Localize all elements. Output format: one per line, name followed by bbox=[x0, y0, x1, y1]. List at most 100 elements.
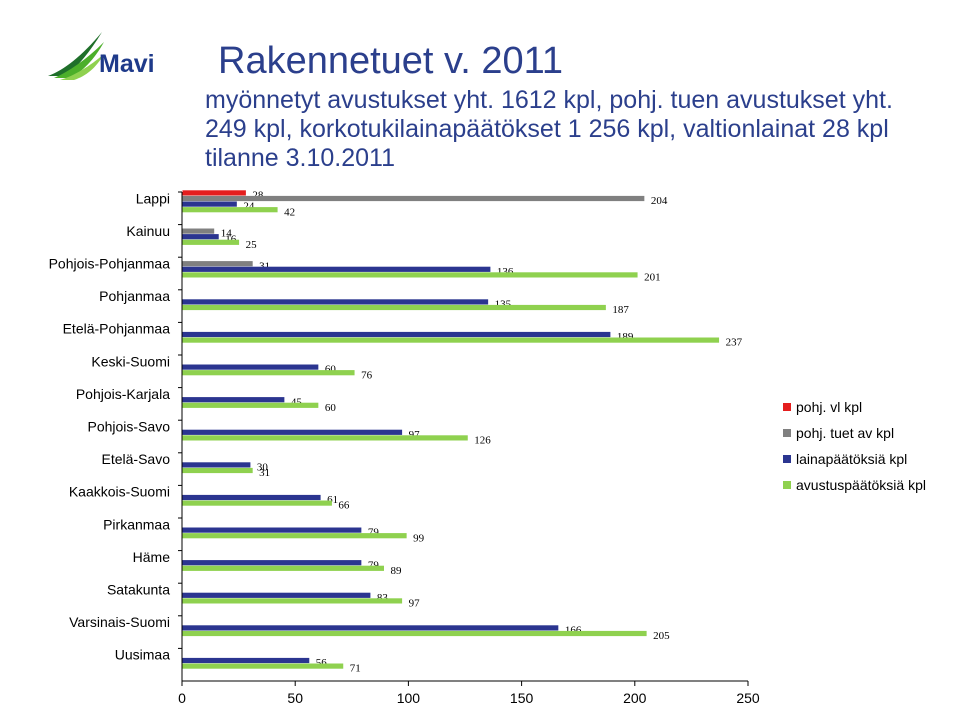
x-tick-label: 0 bbox=[178, 690, 186, 706]
bar-3 bbox=[182, 462, 251, 468]
data-label: 14 bbox=[221, 228, 233, 240]
category-label: Keski-Suomi bbox=[91, 353, 170, 369]
bar-2 bbox=[182, 195, 645, 202]
bar-3 bbox=[182, 560, 362, 566]
category-label: Satakunta bbox=[107, 582, 170, 598]
bar-4 bbox=[182, 598, 403, 604]
data-label: 97 bbox=[409, 598, 421, 610]
data-label: 126 bbox=[474, 435, 491, 447]
category-label: Etelä-Pohjanmaa bbox=[63, 321, 171, 337]
legend-swatch bbox=[783, 429, 791, 437]
bar-3 bbox=[182, 527, 362, 533]
data-label: 30 bbox=[257, 462, 269, 474]
data-label: 60 bbox=[325, 402, 337, 414]
data-label: 89 bbox=[390, 565, 402, 577]
bar-3 bbox=[182, 592, 371, 598]
legend-label: pohj. vl kpl bbox=[796, 399, 862, 415]
data-label: 201 bbox=[644, 272, 661, 284]
legend-label: pohj. tuet av kpl bbox=[796, 425, 894, 441]
logo-text: Mavi bbox=[99, 50, 155, 78]
mavi-logo bbox=[44, 30, 194, 82]
data-label: 31 bbox=[259, 260, 270, 272]
bar-3 bbox=[182, 429, 403, 435]
bar-3 bbox=[182, 625, 559, 631]
bar-3 bbox=[182, 494, 321, 501]
data-label: 237 bbox=[726, 337, 743, 349]
data-label: 24 bbox=[243, 201, 255, 213]
category-label: Häme bbox=[133, 549, 171, 565]
bar-3 bbox=[182, 331, 611, 338]
category-label: Etelä-Savo bbox=[102, 451, 171, 467]
bar-4 bbox=[182, 467, 253, 474]
bar-3 bbox=[182, 397, 285, 403]
subtitle-line: tilanne 3.10.2011 bbox=[205, 144, 395, 172]
x-tick-label: 50 bbox=[287, 690, 303, 706]
subtitle-line: 249 kpl, korkotukilainapäätökset 1 256 k… bbox=[205, 115, 889, 143]
bar-4 bbox=[182, 337, 720, 343]
bar-3 bbox=[182, 234, 219, 240]
bar-1 bbox=[182, 190, 246, 196]
bar-3 bbox=[182, 364, 319, 370]
data-label: 31 bbox=[259, 467, 270, 479]
bar-2 bbox=[182, 228, 215, 234]
bar-4 bbox=[182, 630, 647, 637]
bar-4 bbox=[182, 272, 638, 278]
category-label: Kainuu bbox=[126, 223, 170, 239]
x-tick-label: 250 bbox=[736, 690, 760, 706]
data-label: 205 bbox=[653, 630, 670, 642]
category-label: Pohjois-Pohjanmaa bbox=[49, 256, 171, 272]
bar-3 bbox=[182, 657, 310, 664]
category-label: Pohjois-Karjala bbox=[76, 386, 170, 402]
bar-4 bbox=[182, 500, 332, 506]
data-label: 204 bbox=[651, 195, 668, 207]
bar-4 bbox=[182, 435, 468, 441]
bar-3 bbox=[182, 266, 491, 272]
category-label: Pirkanmaa bbox=[103, 516, 170, 532]
bar-2 bbox=[182, 261, 253, 267]
data-label: 187 bbox=[612, 304, 629, 316]
data-label: 97 bbox=[409, 429, 421, 441]
category-label: Uusimaa bbox=[115, 647, 170, 663]
data-label: 83 bbox=[377, 592, 389, 604]
page-subtitle: myönnetyt avustukset yht. 1612 kpl, pohj… bbox=[205, 86, 955, 173]
data-label: 99 bbox=[413, 532, 425, 544]
bar-3 bbox=[182, 299, 489, 305]
data-label: 56 bbox=[316, 657, 328, 669]
bar-4 bbox=[182, 402, 319, 408]
data-label: 71 bbox=[350, 663, 361, 675]
legend-label: avustuspäätöksiä kpl bbox=[796, 477, 926, 493]
data-label: 79 bbox=[368, 559, 380, 571]
bar-4 bbox=[182, 304, 606, 311]
data-label: 79 bbox=[368, 527, 380, 539]
bar-4 bbox=[182, 239, 240, 245]
subtitle-line: myönnetyt avustukset yht. 1612 kpl, pohj… bbox=[205, 86, 893, 114]
data-label: 45 bbox=[291, 396, 303, 408]
category-label: Lappi bbox=[136, 190, 170, 206]
data-label: 42 bbox=[284, 206, 295, 218]
bar-4 bbox=[182, 207, 278, 213]
category-label: Pohjois-Savo bbox=[88, 419, 171, 435]
bar-4 bbox=[182, 565, 384, 571]
legend-swatch bbox=[783, 403, 791, 411]
logo-wheat-icon bbox=[48, 32, 104, 80]
x-tick-label: 150 bbox=[510, 690, 534, 706]
data-label: 28 bbox=[252, 190, 264, 202]
x-tick-label: 100 bbox=[397, 690, 421, 706]
data-label: 60 bbox=[325, 364, 337, 376]
category-label: Pohjanmaa bbox=[99, 288, 170, 304]
bar-3 bbox=[182, 201, 237, 207]
bar-4 bbox=[182, 370, 355, 376]
legend-swatch bbox=[783, 455, 791, 463]
data-label: 25 bbox=[246, 239, 258, 251]
category-label: Kaakkois-Suomi bbox=[69, 484, 170, 500]
data-label: 61 bbox=[327, 494, 338, 506]
data-label: 16 bbox=[225, 233, 237, 245]
page-title: Rakennetuet v. 2011 bbox=[218, 40, 564, 82]
legend-label: lainapäätöksiä kpl bbox=[796, 451, 907, 467]
data-label: 76 bbox=[361, 369, 373, 381]
bar-4 bbox=[182, 533, 407, 539]
legend-swatch bbox=[783, 481, 791, 489]
category-label: Varsinais-Suomi bbox=[69, 614, 170, 630]
bar-4 bbox=[182, 663, 344, 669]
